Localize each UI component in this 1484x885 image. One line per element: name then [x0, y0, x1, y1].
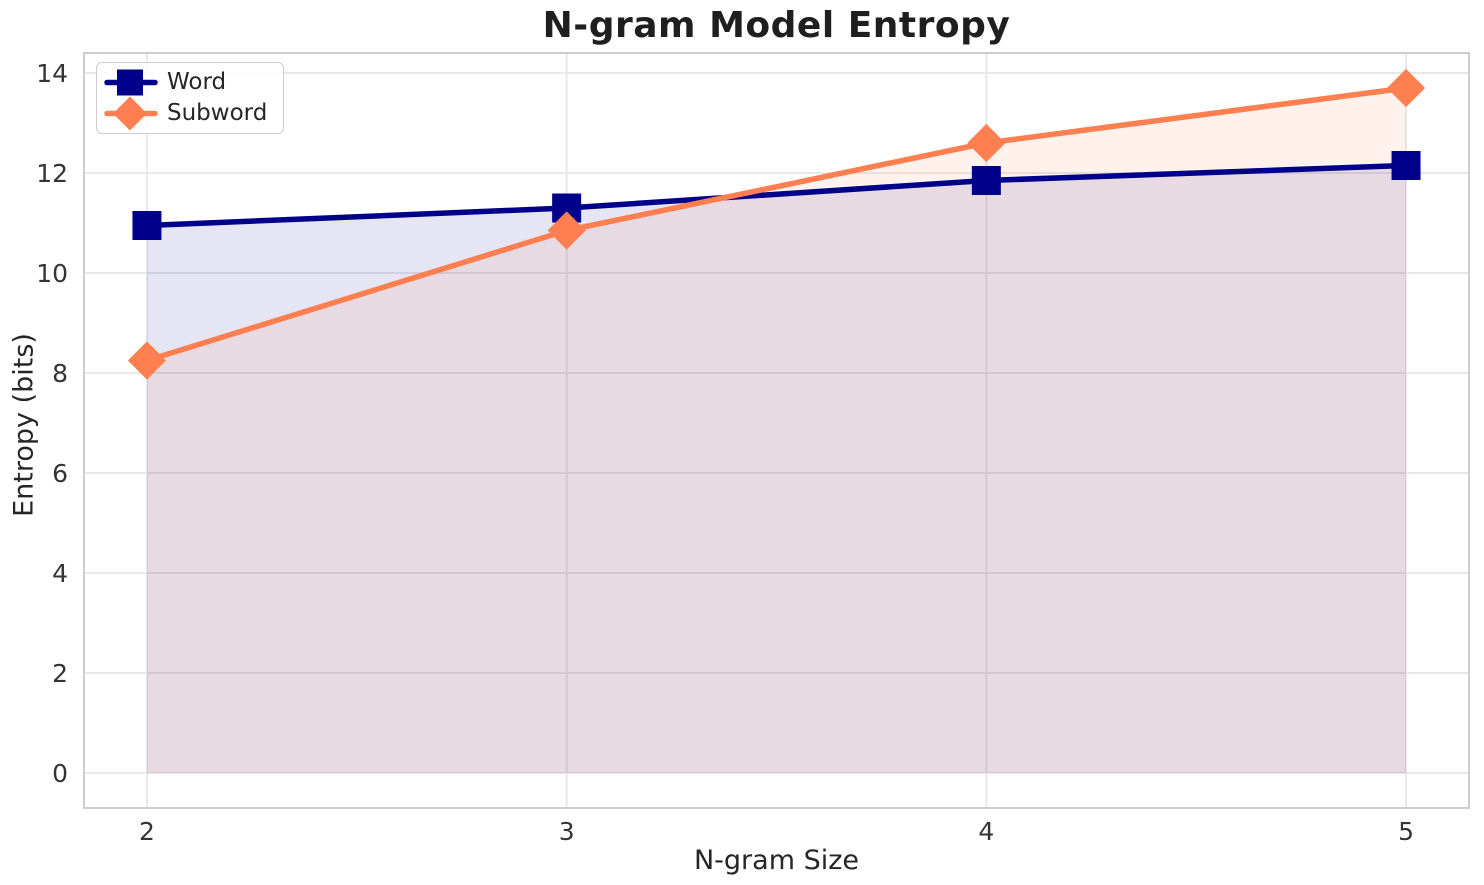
subword-marker-diamond	[1386, 68, 1426, 108]
word-legend-marker-icon	[104, 69, 158, 96]
chart-title: N-gram Model Entropy	[542, 5, 1011, 46]
word-marker-square	[971, 166, 1001, 195]
word-marker-square	[1391, 151, 1421, 180]
subword-legend-marker-icon	[104, 96, 158, 131]
y-tick-label: 14	[36, 59, 68, 88]
y-tick-label: 12	[36, 159, 68, 188]
x-tick-label: 2	[139, 817, 155, 846]
legend-label-word: Word	[167, 69, 227, 95]
word-marker-square	[132, 211, 162, 240]
legend-item-word: Word	[104, 68, 267, 97]
subword-marker-diamond	[127, 341, 167, 380]
plot-spines	[83, 52, 1470, 809]
x-tick-label: 5	[1398, 817, 1414, 846]
x-tick-label: 3	[559, 817, 575, 846]
subword-area-fill	[147, 88, 1406, 773]
y-axis-label: Entropy (bits)	[8, 333, 40, 517]
x-axis-label: N-gram Size	[693, 845, 860, 876]
legend: Word Subword	[96, 62, 285, 134]
y-tick-label: 0	[52, 759, 68, 788]
word-series-line	[144, 162, 1409, 229]
x-tick-label: 4	[978, 817, 994, 846]
legend-item-subword: Subword	[104, 96, 268, 131]
y-tick-label: 10	[36, 259, 68, 288]
y-tick-label: 4	[52, 559, 68, 588]
y-tick-label: 6	[52, 459, 68, 488]
word-area-fill	[147, 165, 1406, 773]
y-tick-label: 8	[52, 359, 68, 388]
y-tick-label: 2	[52, 659, 68, 688]
legend-label-subword: Subword	[167, 100, 268, 126]
subword-series-line	[144, 85, 1409, 364]
